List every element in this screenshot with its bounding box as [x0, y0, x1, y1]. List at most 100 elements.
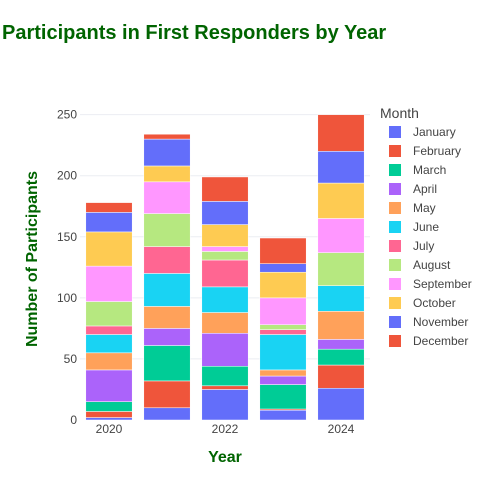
legend-label: September [413, 277, 472, 291]
legend-item-april[interactable]: April [389, 182, 437, 196]
bar-segment-may [317, 311, 365, 340]
legend-swatch [389, 164, 401, 176]
bar-segment-september [317, 218, 365, 253]
bar-segment-april [259, 375, 307, 385]
legend-label: March [413, 163, 446, 177]
legend-item-september[interactable]: September [389, 277, 472, 291]
bar-segment-april [317, 339, 365, 350]
legend-item-june[interactable]: June [389, 220, 439, 234]
legend-item-may[interactable]: May [389, 201, 436, 215]
legend-label: May [413, 201, 436, 215]
legend-item-october[interactable]: October [389, 296, 456, 310]
y-tick-label: 0 [70, 413, 77, 427]
bar-segment-may [143, 306, 191, 329]
bar-segment-november [85, 212, 133, 233]
x-axis-title: Year [208, 449, 242, 466]
bar-segment-september [143, 181, 191, 214]
legend-label: December [413, 334, 468, 348]
legend-title: Month [380, 105, 419, 121]
legend-swatch [389, 259, 401, 271]
legend-swatch [389, 126, 401, 138]
bar-segment-june [143, 273, 191, 307]
bar-segment-june [317, 285, 365, 312]
legend-item-november[interactable]: November [389, 315, 468, 329]
bar-segment-january [143, 407, 191, 421]
y-tick-label: 100 [57, 291, 77, 305]
bar-segment-august [259, 324, 307, 330]
x-tick-label: 2020 [96, 422, 123, 436]
bar-segment-march [317, 348, 365, 366]
legend-label: January [413, 125, 456, 139]
x-tick-label: 2022 [212, 422, 239, 436]
legend-swatch [389, 316, 401, 328]
bar-segment-april [201, 333, 249, 367]
bar-stack-2023 [259, 237, 307, 421]
bar-segment-december [317, 114, 365, 152]
bar-segment-july [85, 325, 133, 335]
bar-segment-june [259, 334, 307, 371]
bar-segment-march [259, 384, 307, 410]
legend-swatch [389, 335, 401, 347]
bar-segment-april [85, 369, 133, 402]
bar-segment-february [85, 411, 133, 418]
legend-label: June [413, 220, 439, 234]
bar-stack-2022 [201, 176, 249, 421]
bar-segment-november [317, 151, 365, 184]
bar-segment-may [259, 369, 307, 377]
bar-segment-september [201, 246, 249, 252]
bar-segment-september [259, 297, 307, 325]
bar-segment-january [85, 417, 133, 421]
legend-swatch [389, 240, 401, 252]
legend-item-july[interactable]: July [389, 239, 434, 253]
x-axis-ticks: 2020 2022 2024 [96, 422, 355, 436]
bar-segment-february [143, 380, 191, 409]
y-axis-ticks: 0 50 100 150 200 250 [57, 108, 77, 427]
legend-label: April [413, 182, 437, 196]
bar-segment-october [85, 231, 133, 267]
bar-segment-november [201, 201, 249, 225]
legend-swatch [389, 183, 401, 195]
bar-segment-october [317, 182, 365, 219]
bar-segment-july [143, 246, 191, 274]
y-tick-label: 200 [57, 169, 77, 183]
legend-item-january[interactable]: January [389, 125, 456, 139]
bar-segment-february [201, 385, 249, 390]
bar-segment-may [201, 312, 249, 334]
x-tick-label: 2024 [328, 422, 355, 436]
legend-label: July [413, 239, 434, 253]
legend-label: November [413, 315, 468, 329]
bar-stack-2020 [85, 202, 133, 421]
legend-item-march[interactable]: March [389, 163, 446, 177]
bar-segment-january [201, 389, 249, 421]
legend-item-august[interactable]: August [389, 258, 451, 272]
bar-segment-june [201, 286, 249, 313]
bar-segment-march [85, 401, 133, 412]
bar-segment-october [259, 271, 307, 299]
bar-segment-march [143, 345, 191, 382]
y-tick-label: 150 [57, 230, 77, 244]
bar-segment-december [201, 176, 249, 202]
y-tick-label: 50 [64, 352, 78, 366]
bar-segment-january [317, 387, 365, 421]
bar-stack-2021 [143, 133, 191, 421]
legend-item-february[interactable]: February [389, 144, 461, 158]
bar-segment-august [85, 301, 133, 327]
bar-segment-december [143, 133, 191, 140]
bar-segment-march [201, 366, 249, 387]
bar-segment-december [85, 202, 133, 213]
bar-segment-august [201, 251, 249, 261]
bar-stack-2024 [317, 114, 365, 421]
bar-segment-january [259, 409, 307, 421]
chart-title: Participants in First Responders by Year [2, 22, 386, 44]
legend: Month January February March April May June Ju… [380, 105, 472, 348]
legend-swatch [389, 202, 401, 214]
bar-segment-august [317, 252, 365, 286]
y-tick-label: 250 [57, 108, 77, 122]
bar-segment-december [259, 237, 307, 264]
bar-segment-november [143, 138, 191, 167]
bar-segment-february [317, 364, 365, 389]
bar-segment-july [259, 329, 307, 335]
legend-item-december[interactable]: December [389, 334, 468, 348]
y-axis-title: Number of Participants [24, 171, 41, 347]
